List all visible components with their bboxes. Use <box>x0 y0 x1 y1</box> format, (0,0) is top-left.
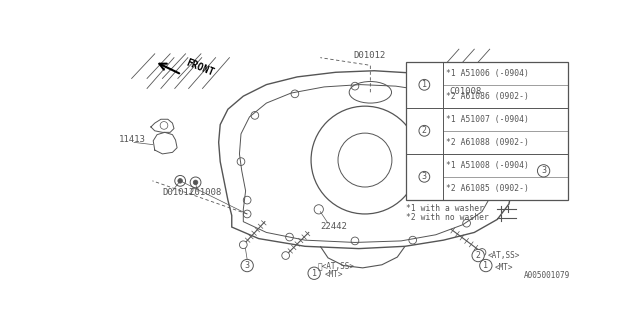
Text: 1: 1 <box>312 269 317 278</box>
Text: <MT>: <MT> <box>495 263 513 272</box>
Text: 1: 1 <box>422 80 427 89</box>
Text: ④<AT,SS>: ④<AT,SS> <box>318 262 355 271</box>
Text: 1: 1 <box>483 261 488 270</box>
Text: D01012: D01012 <box>163 188 195 197</box>
Bar <box>406 62 568 200</box>
Text: *2 A61088 (0902-): *2 A61088 (0902-) <box>446 138 529 147</box>
Circle shape <box>538 165 550 177</box>
Text: 22442: 22442 <box>320 221 347 231</box>
Circle shape <box>440 86 444 90</box>
Circle shape <box>239 241 247 249</box>
Text: <AT,SS>: <AT,SS> <box>488 251 520 260</box>
Text: 3: 3 <box>541 166 546 175</box>
Text: *2 with no washer: *2 with no washer <box>406 213 489 222</box>
Text: 3: 3 <box>244 261 250 270</box>
Circle shape <box>532 167 540 175</box>
Polygon shape <box>153 132 177 154</box>
Text: 11413: 11413 <box>118 135 145 144</box>
Text: *2 A61085 (0902-): *2 A61085 (0902-) <box>446 184 529 193</box>
Circle shape <box>178 179 182 183</box>
Text: C01008: C01008 <box>450 87 482 96</box>
Circle shape <box>241 260 253 272</box>
Text: 2: 2 <box>476 251 481 260</box>
Circle shape <box>419 172 429 182</box>
Circle shape <box>419 79 429 90</box>
Circle shape <box>308 267 320 279</box>
Text: *1 A51008 (-0904): *1 A51008 (-0904) <box>446 161 529 170</box>
Circle shape <box>282 252 289 260</box>
Text: 2: 2 <box>422 126 427 135</box>
Text: *1 A51007 (-0904): *1 A51007 (-0904) <box>446 115 529 124</box>
Circle shape <box>419 125 429 136</box>
Text: A005001079: A005001079 <box>524 271 570 280</box>
Text: <MT>: <MT> <box>324 269 342 278</box>
Text: *2 A61086 (0902-): *2 A61086 (0902-) <box>446 92 529 101</box>
Circle shape <box>193 180 198 185</box>
Text: D01012: D01012 <box>353 52 386 60</box>
Text: *1 A51006 (-0904): *1 A51006 (-0904) <box>446 69 529 78</box>
Text: C01008: C01008 <box>189 188 221 197</box>
Text: FRONT: FRONT <box>184 58 215 78</box>
Text: *1 with a washer: *1 with a washer <box>406 204 484 212</box>
Circle shape <box>472 249 484 262</box>
Text: 3: 3 <box>422 172 427 181</box>
Polygon shape <box>151 119 174 132</box>
Circle shape <box>480 260 492 272</box>
Circle shape <box>478 249 486 256</box>
